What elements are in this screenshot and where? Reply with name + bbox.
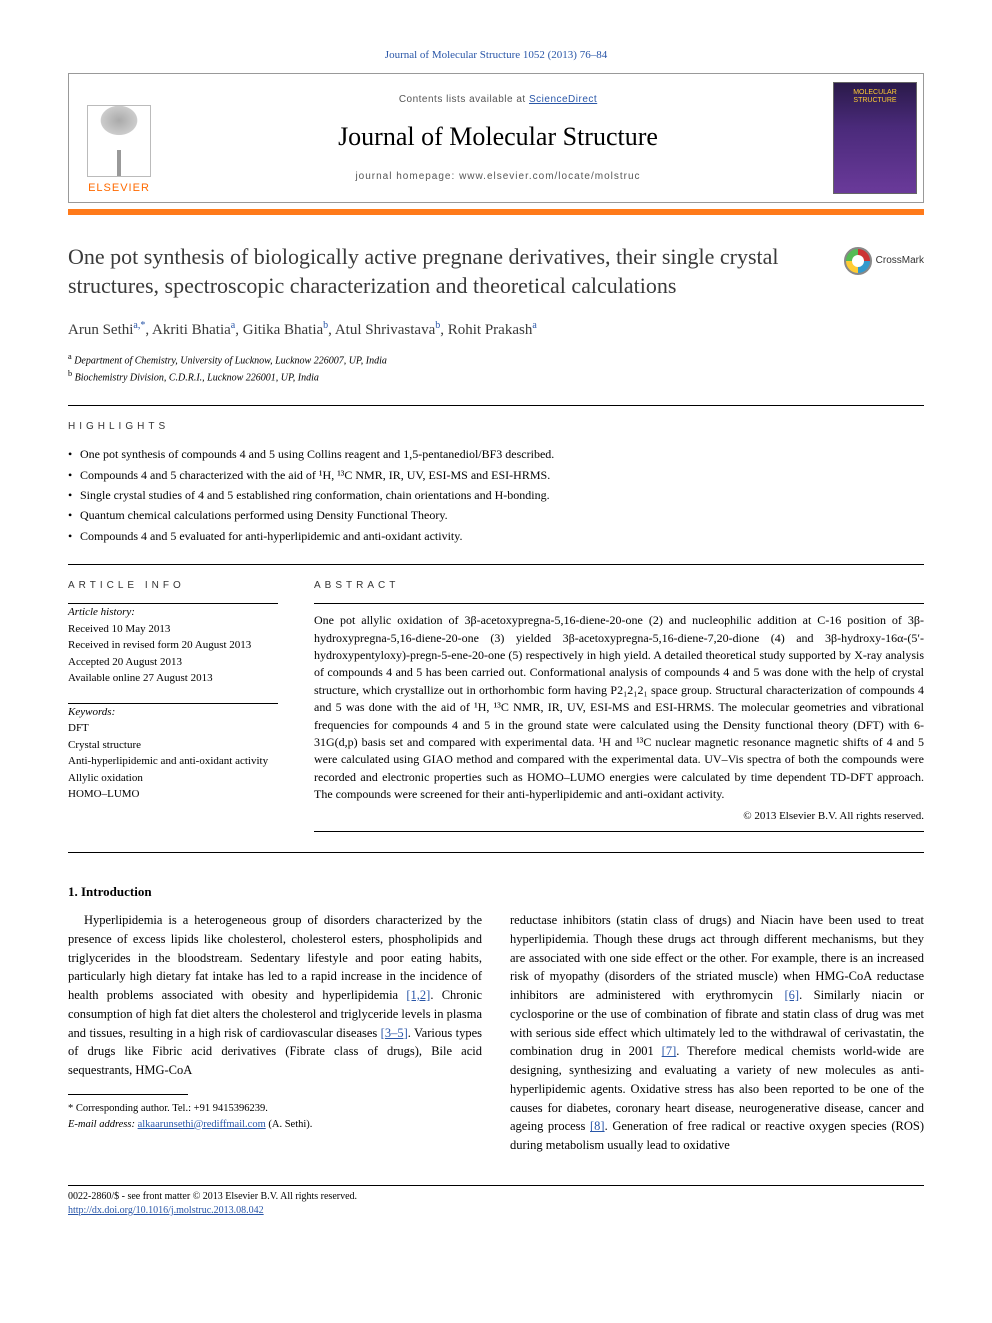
highlight-item: Quantum chemical calculations performed … [68, 505, 924, 525]
journal-header: ELSEVIER Contents lists available at Sci… [68, 73, 924, 203]
journal-homepage-line: journal homepage: www.elsevier.com/locat… [355, 170, 640, 184]
corr-name: (A. Sethi). [268, 1119, 312, 1130]
corr-email-link[interactable]: alkaarunsethi@rediffmail.com [138, 1119, 266, 1130]
journal-cover-thumbnail [833, 82, 917, 194]
contents-available-line: Contents lists available at ScienceDirec… [399, 93, 597, 107]
homepage-prefix: journal homepage: [355, 171, 459, 182]
history-label: Article history: [68, 604, 278, 621]
homepage-url[interactable]: www.elsevier.com/locate/molstruc [459, 171, 641, 182]
corresponding-author-footnote: * Corresponding author. Tel.: +91 941539… [68, 1101, 482, 1133]
intro-paragraph-1: Hyperlipidemia is a heterogeneous group … [68, 911, 482, 1080]
introduction-heading: 1. Introduction [68, 883, 924, 901]
article-title: One pot synthesis of biologically active… [68, 243, 828, 300]
crossmark-label: CrossMark [876, 254, 924, 268]
keywords-block: Keywords: DFTCrystal structureAnti-hyper… [68, 704, 278, 803]
highlight-item: Compounds 4 and 5 evaluated for anti-hyp… [68, 526, 924, 546]
affiliation-line: a Department of Chemistry, University of… [68, 351, 924, 368]
sciencedirect-link[interactable]: ScienceDirect [529, 94, 597, 105]
article-info-label: ARTICLE INFO [68, 579, 278, 593]
ref-link-1-2[interactable]: [1,2] [406, 988, 430, 1002]
affiliation-line: b Biochemistry Division, C.D.R.I., Luckn… [68, 368, 924, 385]
page-footer: 0022-2860/$ - see front matter © 2013 El… [68, 1179, 924, 1218]
publisher-label: ELSEVIER [88, 181, 150, 196]
ref-link-7[interactable]: [7] [662, 1044, 677, 1058]
elsevier-tree-icon [87, 105, 151, 177]
highlight-item: Compounds 4 and 5 characterized with the… [68, 465, 924, 485]
footer-issn: 0022-2860/$ - see front matter © 2013 El… [68, 1190, 924, 1204]
highlights-list: One pot synthesis of compounds 4 and 5 u… [68, 444, 924, 546]
article-history: Article history: Received 10 May 2013 Re… [68, 604, 278, 687]
highlight-item: One pot synthesis of compounds 4 and 5 u… [68, 444, 924, 464]
authors-line: Arun Sethia,*, Akriti Bhatiaa, Gitika Bh… [68, 319, 924, 341]
journal-name: Journal of Molecular Structure [338, 119, 658, 155]
publisher-logo-cell: ELSEVIER [69, 74, 169, 202]
keyword-item: Crystal structure [68, 737, 278, 754]
keyword-item: HOMO–LUMO [68, 786, 278, 803]
affiliations: a Department of Chemistry, University of… [68, 351, 924, 386]
accent-bar [68, 209, 924, 215]
history-revised: Received in revised form 20 August 2013 [68, 637, 278, 654]
footnote-separator [68, 1094, 188, 1095]
ref-link-3-5[interactable]: [3–5] [381, 1026, 408, 1040]
highlights-label: HIGHLIGHTS [68, 420, 924, 434]
highlight-item: Single crystal studies of 4 and 5 establ… [68, 485, 924, 505]
intro-paragraph-2: reductase inhibitors (statin class of dr… [510, 911, 924, 1155]
ref-link-6[interactable]: [6] [785, 988, 800, 1002]
keyword-item: DFT [68, 720, 278, 737]
corr-email-label: E-mail address: [68, 1119, 135, 1130]
history-online: Available online 27 August 2013 [68, 670, 278, 687]
keyword-item: Allylic oxidation [68, 770, 278, 787]
ref-link-8[interactable]: [8] [590, 1119, 605, 1133]
crossmark-icon [844, 247, 872, 275]
journal-reference: Journal of Molecular Structure 1052 (201… [68, 48, 924, 63]
corr-author-line: * Corresponding author. Tel.: +91 941539… [68, 1101, 482, 1117]
abstract-text: One pot allylic oxidation of 3β-acetoxyp… [314, 612, 924, 803]
history-accepted: Accepted 20 August 2013 [68, 654, 278, 671]
history-received: Received 10 May 2013 [68, 621, 278, 638]
body-text-columns: Hyperlipidemia is a heterogeneous group … [68, 911, 924, 1155]
contents-prefix: Contents lists available at [399, 94, 529, 105]
crossmark-badge[interactable]: CrossMark [844, 247, 924, 275]
abstract-label: ABSTRACT [314, 579, 924, 593]
keyword-item: Anti-hyperlipidemic and anti-oxidant act… [68, 753, 278, 770]
copyright-line: © 2013 Elsevier B.V. All rights reserved… [314, 809, 924, 824]
keywords-label: Keywords: [68, 704, 278, 721]
footer-doi-link[interactable]: http://dx.doi.org/10.1016/j.molstruc.201… [68, 1205, 264, 1216]
